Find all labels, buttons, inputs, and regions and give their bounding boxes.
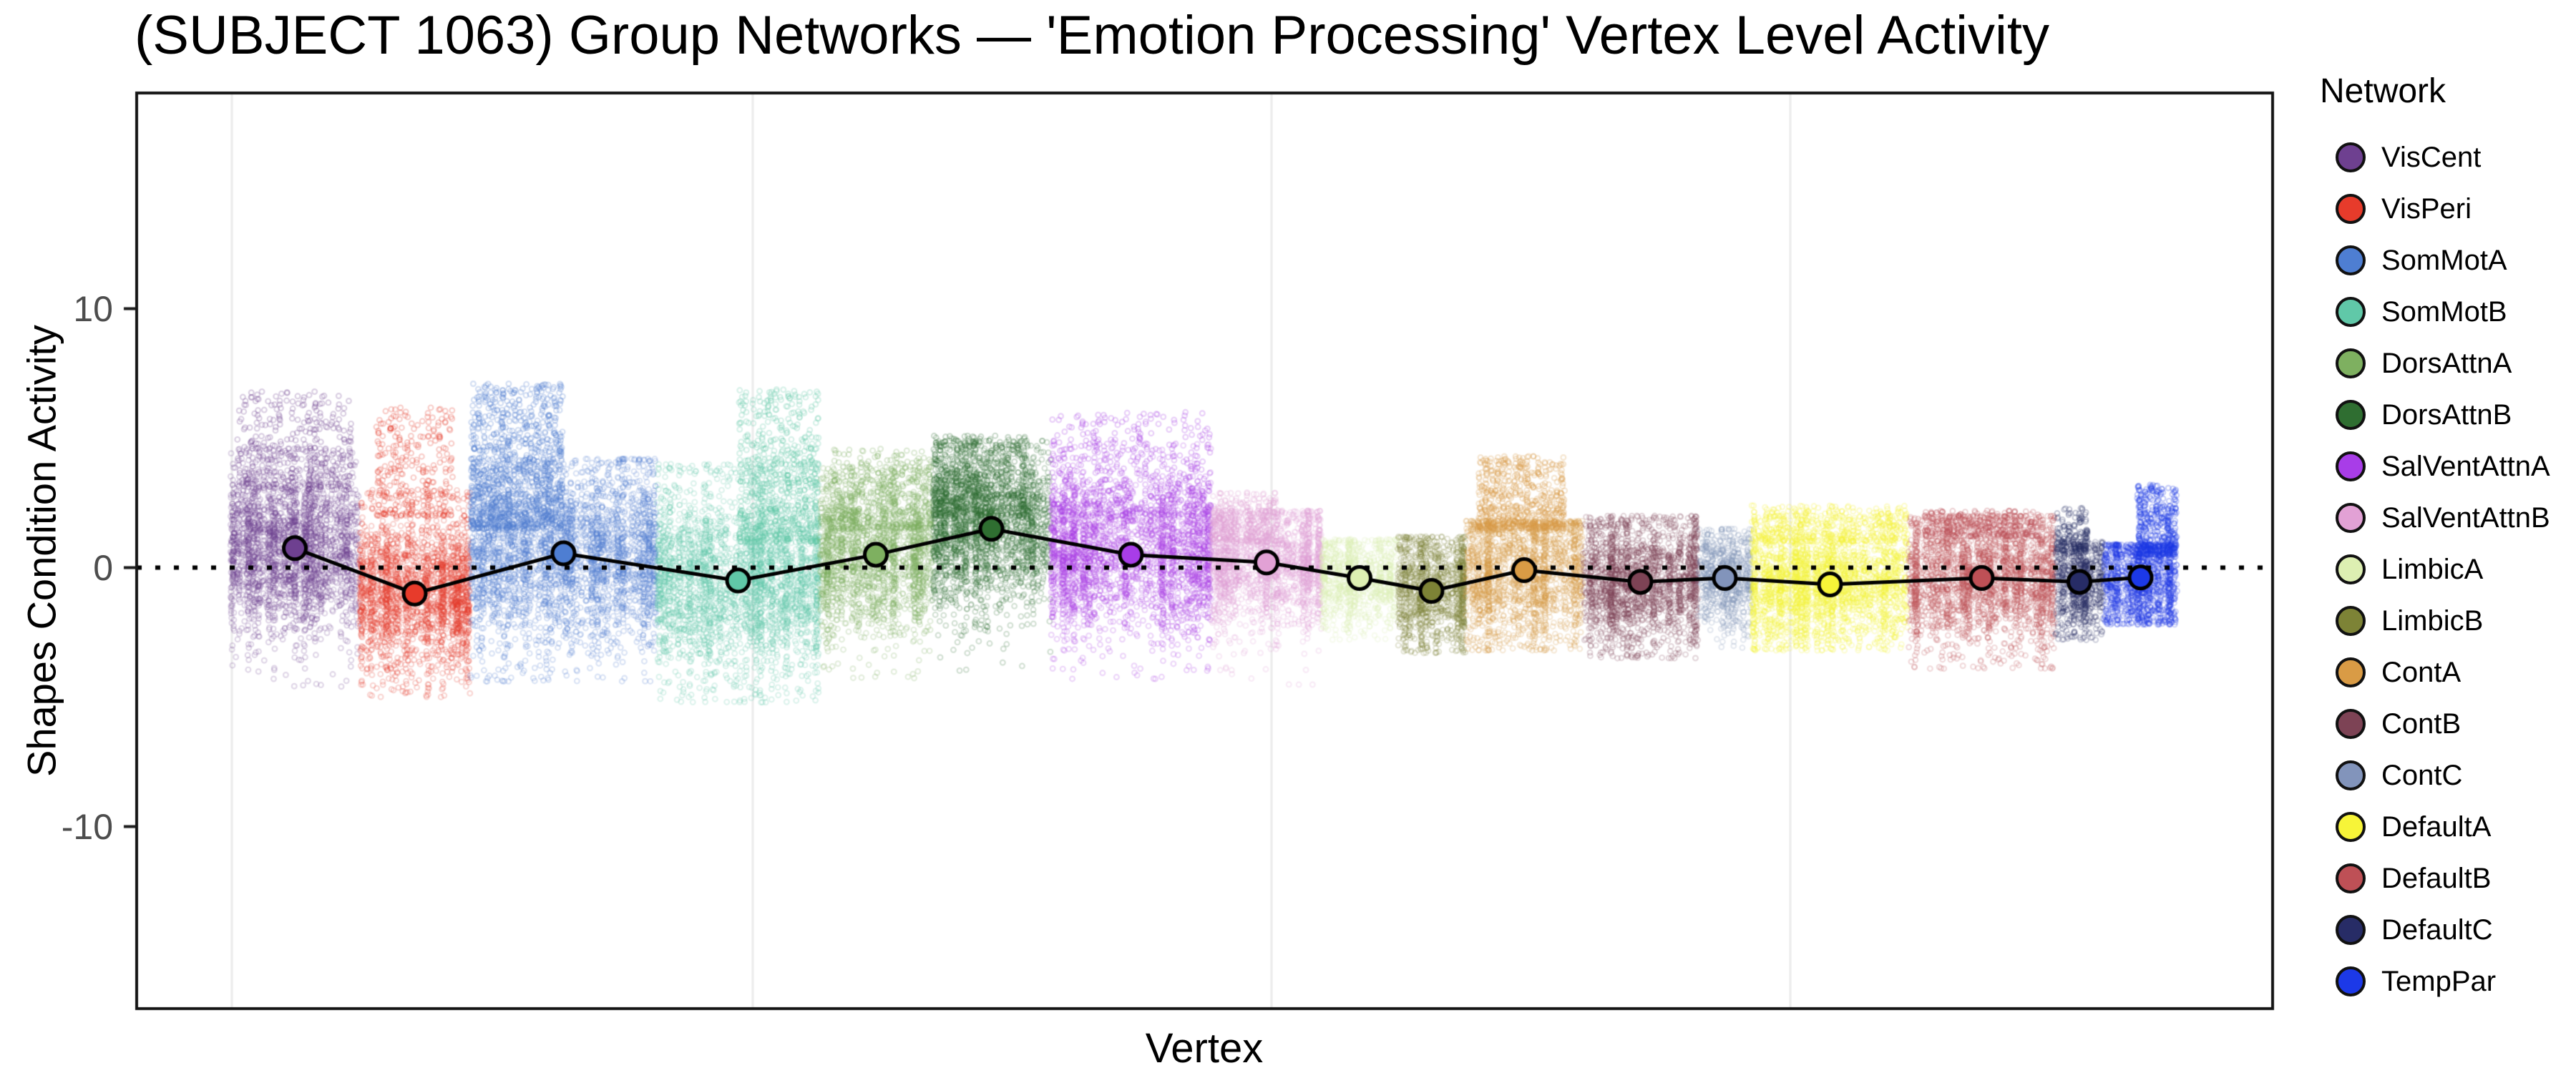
- legend-swatch-icon: [2336, 606, 2366, 636]
- legend-item-label: DefaultC: [2381, 913, 2493, 946]
- y-tick-label--10: -10: [61, 806, 113, 847]
- legend-item-ContB: ContB: [2336, 698, 2461, 750]
- legend-title: Network: [2320, 72, 2446, 110]
- legend-item-SomMotB: SomMotB: [2336, 286, 2507, 338]
- chart-title: (SUBJECT 1063) Group Networks — 'Emotion…: [135, 5, 2049, 66]
- legend-item-VisCent: VisCent: [2336, 132, 2481, 183]
- legend-item-label: DorsAttnB: [2381, 398, 2512, 431]
- legend-item-label: DefaultB: [2381, 862, 2492, 894]
- legend-swatch-icon: [2336, 709, 2366, 739]
- legend-item-DorsAttnA: DorsAttnA: [2336, 338, 2512, 389]
- legend-item-ContC: ContC: [2336, 750, 2462, 801]
- legend-item-label: LimbicA: [2381, 553, 2484, 585]
- legend-swatch-icon: [2336, 863, 2366, 893]
- legend-swatch-icon: [2336, 245, 2366, 275]
- legend-swatch-icon: [2336, 760, 2366, 790]
- legend-item-label: ContA: [2381, 656, 2462, 688]
- legend-item-DefaultA: DefaultA: [2336, 801, 2491, 853]
- y-tick-label-10: 10: [73, 288, 113, 329]
- y-tick-label-0: 0: [93, 547, 113, 588]
- legend-item-label: TempPar: [2381, 965, 2497, 997]
- legend-item-label: SomMotA: [2381, 244, 2507, 276]
- legend-swatch-icon: [2336, 812, 2366, 842]
- legend-item-VisPeri: VisPeri: [2336, 183, 2472, 235]
- legend-item-SalVentAttnA: SalVentAttnA: [2336, 441, 2550, 492]
- legend-swatch-icon: [2336, 297, 2366, 327]
- legend-item-LimbicB: LimbicB: [2336, 595, 2483, 647]
- x-axis-label: Vertex: [1145, 1025, 1264, 1072]
- legend-item-SomMotA: SomMotA: [2336, 235, 2507, 286]
- legend-swatch-icon: [2336, 451, 2366, 481]
- legend-swatch-icon: [2336, 915, 2366, 945]
- legend-item-label: ContC: [2381, 759, 2463, 791]
- legend-item-DorsAttnB: DorsAttnB: [2336, 389, 2512, 441]
- legend-swatch-icon: [2336, 554, 2366, 584]
- legend-item-label: DorsAttnA: [2381, 347, 2512, 379]
- legend-swatch-icon: [2336, 194, 2366, 224]
- legend-item-ContA: ContA: [2336, 647, 2461, 698]
- legend-item-label: SalVentAttnB: [2381, 501, 2550, 534]
- legend-item-label: ContB: [2381, 707, 2462, 740]
- legend-item-DefaultC: DefaultC: [2336, 904, 2493, 956]
- legend-item-label: SomMotB: [2381, 295, 2507, 328]
- legend-item-label: SalVentAttnA: [2381, 450, 2550, 482]
- legend-item-label: LimbicB: [2381, 604, 2484, 637]
- legend-swatch-icon: [2336, 966, 2366, 996]
- legend-item-DefaultB: DefaultB: [2336, 853, 2491, 904]
- legend-item-label: DefaultA: [2381, 810, 2492, 843]
- legend-item-label: VisPeri: [2381, 192, 2472, 225]
- legend-item-label: VisCent: [2381, 141, 2482, 173]
- legend-swatch-icon: [2336, 400, 2366, 430]
- legend-swatch-icon: [2336, 657, 2366, 687]
- legend-item-SalVentAttnB: SalVentAttnB: [2336, 492, 2550, 544]
- legend-swatch-icon: [2336, 503, 2366, 533]
- legend-item-TempPar: TempPar: [2336, 956, 2496, 1007]
- legend-swatch-icon: [2336, 348, 2366, 378]
- legend-item-LimbicA: LimbicA: [2336, 544, 2483, 595]
- legend-swatch-icon: [2336, 142, 2366, 172]
